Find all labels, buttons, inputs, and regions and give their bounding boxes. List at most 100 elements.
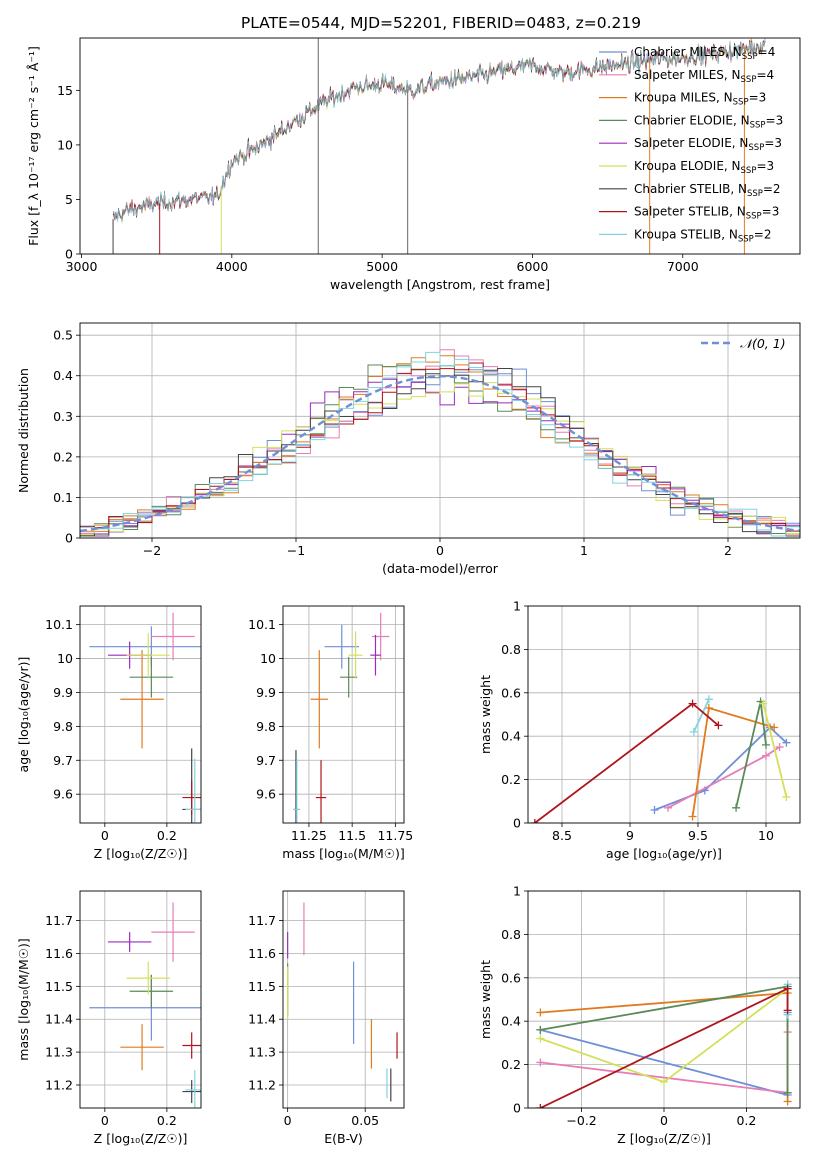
y-tick-label: 0.4 (53, 368, 73, 383)
plot-area (112, 38, 766, 254)
errorbar-point (182, 1080, 201, 1104)
y-tick-label: 11.2 (248, 1077, 276, 1092)
chart-massweight-vs-age: 8.5 9 9.5 10 0 0.2 0.4 0.6 0.8 1 age [log₁₀(age/yr… (478, 599, 801, 861)
legend-entry: Salpeter STELIB, NSSP=3 (634, 205, 779, 222)
x-tick-label: 5000 (366, 259, 398, 274)
x-tick-label: 2 (724, 543, 732, 558)
x-tick-label: 8.5 (552, 828, 572, 843)
errorbar-point (120, 1024, 164, 1071)
legend-entry: Chabrier MILES, NSSP=4 (634, 45, 775, 62)
y-axis-label: Normed distribution (16, 368, 31, 493)
y-tick-label: 0.6 (501, 685, 521, 700)
x-tick-label: 0 (101, 828, 109, 843)
x-tick-label: 0 (101, 1113, 109, 1128)
errorbar-point (185, 758, 201, 823)
chart-mass-vs-Z: 0 0.2 11.2 11.3 11.4 11.5 11.6 11.7 Z [log₁₀(Z/Z… (16, 890, 202, 1146)
x-tick-label: 4000 (216, 259, 248, 274)
massweight-marker (688, 812, 697, 821)
errorbar-point (107, 932, 152, 952)
y-tick-label: 9.9 (53, 685, 73, 700)
x-tick-label: 0 (660, 1113, 668, 1128)
plot-area (293, 612, 390, 823)
y-axis-label: mass weight (478, 960, 493, 1039)
massweight-marker (782, 738, 791, 747)
x-tick-label: 6000 (517, 259, 549, 274)
x-tick-label: 0.2 (157, 1113, 177, 1128)
axes-frame (282, 890, 405, 1109)
massweight-marker (530, 819, 539, 823)
errorbar-point (370, 634, 381, 676)
massweight-marker (783, 1006, 792, 1015)
massweight-series (762, 703, 788, 798)
y-axis-label: mass weight (478, 675, 493, 754)
y-axis-label: Flux [f_λ 10⁻¹⁷ erg cm⁻² s⁻¹ Å⁻¹] (26, 46, 41, 246)
y-tick-label: 10.1 (45, 617, 73, 632)
massweight-marker (536, 1025, 545, 1034)
x-axis-label: wavelength [Angstrom, rest frame] (330, 277, 550, 292)
errorbar-point (310, 650, 328, 749)
y-tick-label: 11.5 (248, 979, 276, 994)
y-tick-label: 11.3 (45, 1045, 73, 1060)
histogram-series (80, 362, 800, 532)
legend-entry: Kroupa STELIB, NSSP=2 (634, 227, 772, 244)
plot-area (287, 902, 398, 1102)
legend-entry: Chabrier STELIB, NSSP=2 (634, 182, 781, 199)
y-tick-label: 1 (513, 599, 521, 614)
massweight-marker (704, 695, 713, 704)
axes-frame (79, 605, 202, 824)
massweight-series (654, 726, 788, 811)
y-tick-label: 0.4 (501, 1014, 521, 1029)
chart-age-vs-mass: 11.25 11.5 11.75 9.6 9.7 9.8 9.9 10 10.1 mass [lo… (248, 605, 413, 861)
y-tick-label: 11.7 (248, 913, 276, 928)
y-tick-label: 0.5 (53, 328, 73, 343)
errorbar-point (348, 631, 363, 679)
massweight-marker (664, 803, 673, 812)
x-tick-label: 3000 (66, 259, 98, 274)
massweight-marker (660, 1077, 668, 1086)
massweight-marker (783, 1088, 792, 1097)
axes-frame (79, 37, 801, 255)
massweight-marker (783, 1097, 792, 1106)
x-tick-label: 9 (626, 828, 634, 843)
errorbar-point (126, 633, 170, 678)
plot-area (89, 902, 201, 1108)
x-tick-label: 11.5 (338, 828, 366, 843)
y-tick-label: 1 (513, 884, 521, 899)
errorbar-point (315, 760, 327, 823)
x-tick-label: 10 (758, 828, 774, 843)
chart-massweight-vs-Z: −0.2 0 0.2 0 0.2 0.4 0.6 0.8 1 Z [log₁₀(Z/Z☉)] mas… (478, 884, 801, 1146)
massweight-marker (536, 1034, 545, 1043)
y-tick-label: 11.5 (45, 979, 73, 994)
y-tick-label: 9.8 (256, 719, 276, 734)
errorbar-point (126, 961, 170, 995)
massweight-marker (536, 1058, 545, 1067)
y-tick-label: 0 (65, 247, 73, 262)
chart-mass-vs-ebv: 0 0.05 11.2 11.3 11.4 11.5 11.6 11.7 E(B-V) (248, 890, 405, 1146)
x-axis-label: Z [log₁₀(Z/Z☉)] (94, 1131, 188, 1146)
y-tick-label: 11.7 (45, 913, 73, 928)
plot-area (536, 980, 792, 1108)
x-tick-label: 7000 (667, 259, 699, 274)
massweight-marker (732, 803, 741, 812)
massweight-series (693, 698, 710, 733)
x-tick-label: 11.75 (377, 828, 413, 843)
x-tick-label: 0.2 (157, 828, 177, 843)
x-tick-label: 0.05 (351, 1113, 379, 1128)
y-tick-label: 9.9 (256, 685, 276, 700)
y-tick-label: 11.6 (45, 946, 73, 961)
normal-curve (80, 374, 800, 533)
axes-frame (527, 890, 801, 1109)
y-tick-label: 11.3 (248, 1045, 276, 1060)
y-tick-label: 15 (57, 83, 73, 98)
legend-entry: Salpeter MILES, NSSP=4 (634, 68, 774, 85)
massweight-marker (688, 699, 697, 708)
x-axis-label: mass [log₁₀(M/M☉)] (282, 846, 404, 861)
x-tick-label: 0 (284, 1113, 292, 1128)
y-tick-label: 9.6 (256, 787, 276, 802)
y-tick-label: 0.2 (501, 1057, 521, 1072)
axes-frame (79, 890, 202, 1109)
y-tick-label: 0 (513, 816, 521, 831)
errorbar-point (129, 656, 174, 698)
x-tick-label: 1 (580, 543, 588, 558)
